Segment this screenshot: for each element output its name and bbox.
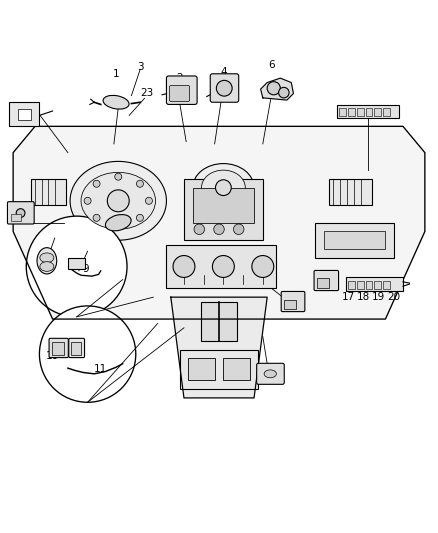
Ellipse shape xyxy=(103,95,129,109)
Text: 7: 7 xyxy=(21,209,28,219)
Text: 8: 8 xyxy=(38,253,45,263)
Text: 20: 20 xyxy=(388,292,401,302)
Text: 18: 18 xyxy=(357,292,370,302)
Bar xyxy=(31,179,66,205)
Bar xyxy=(383,108,390,116)
Bar xyxy=(180,350,258,389)
Circle shape xyxy=(279,87,289,98)
Bar xyxy=(18,109,31,120)
Text: 12: 12 xyxy=(267,375,280,385)
Circle shape xyxy=(252,255,274,278)
Circle shape xyxy=(93,214,100,221)
Bar xyxy=(201,302,237,341)
Circle shape xyxy=(115,173,122,180)
Bar xyxy=(339,108,346,116)
Bar xyxy=(223,359,250,381)
Circle shape xyxy=(214,224,224,235)
Text: 6: 6 xyxy=(268,60,275,70)
FancyBboxPatch shape xyxy=(281,292,305,312)
Text: 17: 17 xyxy=(342,292,355,302)
Circle shape xyxy=(194,224,205,235)
Bar xyxy=(317,278,329,287)
Circle shape xyxy=(16,209,25,217)
Circle shape xyxy=(115,221,122,229)
Circle shape xyxy=(93,180,100,187)
Circle shape xyxy=(216,80,232,96)
Circle shape xyxy=(233,224,244,235)
Ellipse shape xyxy=(40,262,54,271)
FancyBboxPatch shape xyxy=(7,201,34,224)
Bar xyxy=(9,102,39,126)
Bar xyxy=(184,179,263,240)
Bar xyxy=(328,179,372,205)
Circle shape xyxy=(145,197,152,204)
Bar xyxy=(346,278,403,290)
Circle shape xyxy=(173,255,195,278)
FancyBboxPatch shape xyxy=(49,338,68,358)
Ellipse shape xyxy=(201,170,245,205)
Polygon shape xyxy=(13,126,425,319)
Ellipse shape xyxy=(193,164,254,212)
Bar xyxy=(52,342,64,354)
Bar xyxy=(68,258,85,269)
Bar xyxy=(188,359,215,381)
Text: 14: 14 xyxy=(18,117,31,127)
Circle shape xyxy=(39,306,136,402)
FancyBboxPatch shape xyxy=(170,86,190,101)
Text: 11: 11 xyxy=(94,365,107,374)
Text: 2: 2 xyxy=(176,73,183,83)
FancyBboxPatch shape xyxy=(210,74,239,102)
Text: 22: 22 xyxy=(364,108,377,118)
Polygon shape xyxy=(261,78,293,100)
FancyBboxPatch shape xyxy=(69,338,85,358)
Bar xyxy=(348,108,355,116)
Circle shape xyxy=(215,180,231,196)
Text: 4: 4 xyxy=(220,67,227,77)
FancyBboxPatch shape xyxy=(166,76,197,104)
Bar xyxy=(374,280,381,289)
Text: 1: 1 xyxy=(113,69,120,79)
Polygon shape xyxy=(171,297,267,398)
Circle shape xyxy=(84,197,91,204)
Text: 10: 10 xyxy=(46,351,59,361)
Text: 19: 19 xyxy=(372,292,385,302)
Bar xyxy=(11,214,21,221)
Bar xyxy=(383,280,390,289)
Ellipse shape xyxy=(264,370,276,378)
Circle shape xyxy=(26,216,127,317)
Bar xyxy=(71,342,81,354)
Ellipse shape xyxy=(106,215,131,231)
Bar xyxy=(315,223,394,258)
Ellipse shape xyxy=(40,253,54,263)
Bar xyxy=(357,108,364,116)
Circle shape xyxy=(212,255,234,278)
FancyBboxPatch shape xyxy=(314,270,339,290)
Circle shape xyxy=(136,214,143,221)
Bar xyxy=(337,106,399,118)
Text: 13: 13 xyxy=(326,284,339,293)
Circle shape xyxy=(107,190,129,212)
Circle shape xyxy=(136,180,143,187)
FancyBboxPatch shape xyxy=(257,364,284,384)
Bar xyxy=(348,280,355,289)
Ellipse shape xyxy=(70,161,166,240)
Bar xyxy=(324,231,385,249)
Bar xyxy=(366,108,372,116)
Text: 16: 16 xyxy=(368,281,381,291)
Ellipse shape xyxy=(37,248,57,274)
Bar xyxy=(357,280,364,289)
Bar xyxy=(193,188,254,223)
Bar xyxy=(166,245,276,288)
Bar xyxy=(284,300,296,309)
Text: 3: 3 xyxy=(137,62,144,72)
Text: 15: 15 xyxy=(385,279,399,289)
Bar xyxy=(374,108,381,116)
Ellipse shape xyxy=(81,172,155,229)
Circle shape xyxy=(267,82,280,95)
Text: 9: 9 xyxy=(82,264,89,273)
Text: 21: 21 xyxy=(291,296,304,306)
Text: 23: 23 xyxy=(140,88,153,99)
Bar xyxy=(366,280,372,289)
